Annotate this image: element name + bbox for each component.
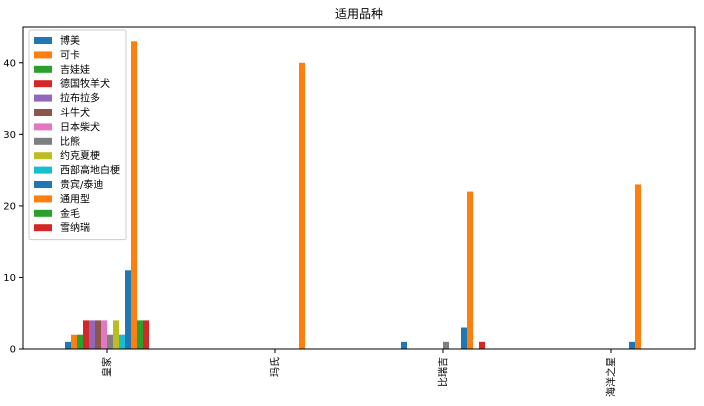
bar-1-13 — [137, 320, 143, 349]
bar-1-4 — [83, 320, 89, 349]
legend-swatch — [34, 80, 52, 88]
bar-1-2 — [71, 334, 77, 349]
bar-4-12 — [635, 184, 641, 349]
bar-3-8 — [443, 341, 449, 349]
legend-box — [28, 29, 127, 241]
legend-swatch — [34, 209, 52, 217]
legend-swatch — [34, 94, 52, 102]
legend: 博美可卡吉娃娃德国牧羊犬拉布拉多斗牛犬日本柴犬比熊约克夏梗西部高地白梗贵宾/泰迪… — [28, 29, 127, 241]
legend-label: 拉布拉多 — [60, 92, 100, 105]
bar-1-12 — [131, 41, 137, 350]
y-tick-label: 0 — [10, 345, 16, 356]
y-tick-label: 10 — [3, 273, 16, 284]
legend-swatch — [34, 166, 52, 174]
bar-4-11 — [629, 341, 635, 349]
bars-layer — [65, 41, 641, 350]
bar-1-7 — [101, 320, 107, 349]
legend-swatch — [34, 152, 52, 160]
legend-swatch — [34, 224, 52, 232]
legend-label: 西部高地白梗 — [60, 164, 120, 177]
plot-frame — [22, 26, 696, 350]
bar-3-12 — [467, 191, 473, 349]
y-tick-label: 30 — [3, 130, 16, 141]
bar-1-14 — [143, 320, 149, 349]
legend-label: 斗牛犬 — [60, 106, 90, 119]
legend-swatch — [34, 37, 52, 44]
y-tick-label: 20 — [3, 201, 16, 212]
bar-3-14 — [479, 341, 485, 349]
legend-swatch — [34, 123, 52, 131]
bar-2-12 — [299, 62, 305, 349]
legend-label: 金毛 — [60, 207, 80, 220]
legend-swatch — [34, 181, 52, 188]
legend-label: 吉娃娃 — [60, 63, 90, 76]
legend-label: 雪纳瑞 — [60, 221, 90, 234]
x-tick-label: 玛氏 — [270, 357, 282, 377]
legend-swatch — [34, 137, 52, 145]
bar-1-8 — [107, 334, 113, 349]
bar-1-5 — [89, 320, 95, 349]
legend-swatch — [34, 195, 52, 203]
bar-3-11 — [461, 327, 467, 349]
legend-label: 博美 — [60, 34, 80, 47]
y-axis: 0 10 20 30 40 — [3, 58, 23, 356]
chart-title: 适用品种 — [335, 7, 383, 21]
legend-swatch — [34, 51, 52, 59]
legend-label: 约克夏梗 — [60, 149, 100, 162]
legend-label: 比熊 — [60, 135, 80, 148]
y-tick-label: 40 — [3, 58, 16, 69]
legend-label: 贵宾/泰迪 — [60, 178, 103, 191]
bar-1-10 — [119, 334, 125, 349]
bar-3-1 — [401, 341, 407, 349]
x-tick-label: 海洋之星 — [605, 357, 618, 397]
x-tick-label: 比瑞吉 — [438, 357, 450, 387]
bar-1-1 — [65, 341, 71, 349]
legend-swatch — [34, 65, 52, 73]
legend-label: 德国牧羊犬 — [60, 77, 110, 90]
legend-label: 可卡 — [60, 48, 80, 61]
bar-1-6 — [95, 320, 101, 349]
x-axis: 皇家 玛氏 比瑞吉 海洋之星 — [101, 349, 618, 397]
legend-label: 通用型 — [60, 192, 90, 205]
bar-1-9 — [113, 320, 119, 349]
legend-swatch — [34, 109, 52, 116]
bar-1-11 — [125, 270, 131, 349]
x-tick-label: 皇家 — [101, 357, 114, 377]
bar-1-3 — [77, 334, 83, 349]
legend-label: 日本柴犬 — [60, 120, 100, 133]
